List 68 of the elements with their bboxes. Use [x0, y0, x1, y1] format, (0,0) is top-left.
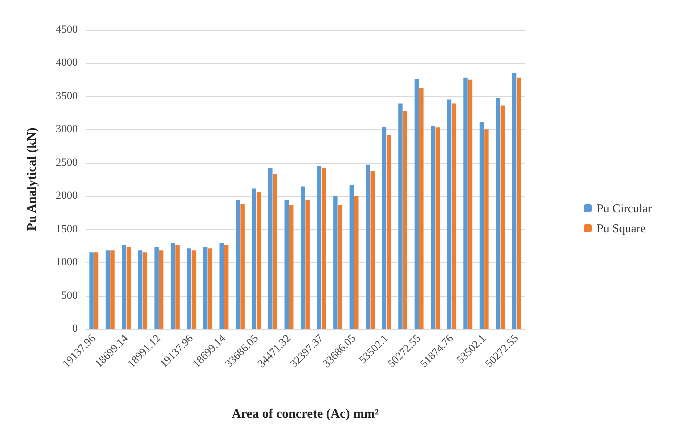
bar — [436, 128, 440, 329]
bar — [122, 245, 126, 329]
bar — [338, 205, 342, 329]
bar — [420, 88, 424, 329]
y-tick-label: 2500 — [56, 156, 78, 169]
bar — [382, 127, 387, 329]
y-tick-label: 2000 — [56, 190, 78, 202]
bar — [110, 250, 115, 329]
bar — [203, 247, 208, 329]
bar — [90, 252, 94, 329]
bar — [500, 106, 506, 329]
y-tick-label: 500 — [62, 290, 78, 302]
bar — [236, 200, 240, 329]
bar — [94, 252, 99, 329]
bar — [192, 250, 196, 329]
bar — [273, 174, 278, 329]
bar — [224, 245, 229, 329]
bar — [350, 185, 354, 329]
bar — [143, 252, 148, 329]
bar — [354, 196, 359, 329]
bar — [126, 247, 132, 329]
bar — [138, 250, 143, 329]
bar — [284, 200, 290, 329]
bar — [268, 168, 273, 329]
legend-label: Pu Square — [597, 222, 646, 236]
bar — [240, 204, 245, 329]
bar — [220, 243, 224, 329]
y-tick-label: 4000 — [56, 57, 78, 70]
bar — [366, 164, 370, 329]
x-axis-title: Area of concrete (Ac) mm² — [232, 406, 380, 421]
bar — [398, 104, 403, 329]
bar — [322, 168, 326, 329]
bar — [301, 186, 306, 329]
bar — [176, 245, 180, 329]
bar — [334, 196, 338, 329]
bar — [370, 172, 376, 329]
bar — [317, 166, 322, 329]
legend-label: Pu Circular — [597, 202, 652, 216]
y-tick-label: 1000 — [56, 256, 78, 269]
y-tick-label: 3500 — [56, 90, 78, 102]
bar — [387, 134, 392, 329]
bar — [464, 78, 468, 329]
bar — [289, 205, 294, 329]
bar — [468, 80, 473, 329]
bar — [512, 73, 517, 329]
bar — [431, 126, 436, 329]
bar — [414, 79, 420, 329]
bar — [187, 248, 192, 329]
y-tick-label: 0 — [72, 323, 78, 335]
bar — [106, 250, 110, 329]
y-tick-label: 4500 — [56, 24, 78, 36]
y-tick-label: 3000 — [56, 124, 78, 136]
bar — [154, 247, 159, 329]
bar — [496, 98, 500, 329]
bar — [159, 250, 164, 329]
bar — [452, 104, 456, 329]
y-axis-title: Pu Analytical (kN) — [24, 128, 39, 232]
bar — [256, 192, 262, 329]
bar — [484, 130, 489, 329]
y-tick-label: 1500 — [56, 223, 78, 236]
bar — [306, 200, 310, 329]
bar — [480, 122, 484, 329]
bar — [208, 248, 212, 329]
bar — [252, 188, 257, 329]
bar — [403, 111, 408, 329]
bar — [517, 78, 522, 329]
bar — [447, 100, 452, 329]
bar — [170, 243, 176, 329]
